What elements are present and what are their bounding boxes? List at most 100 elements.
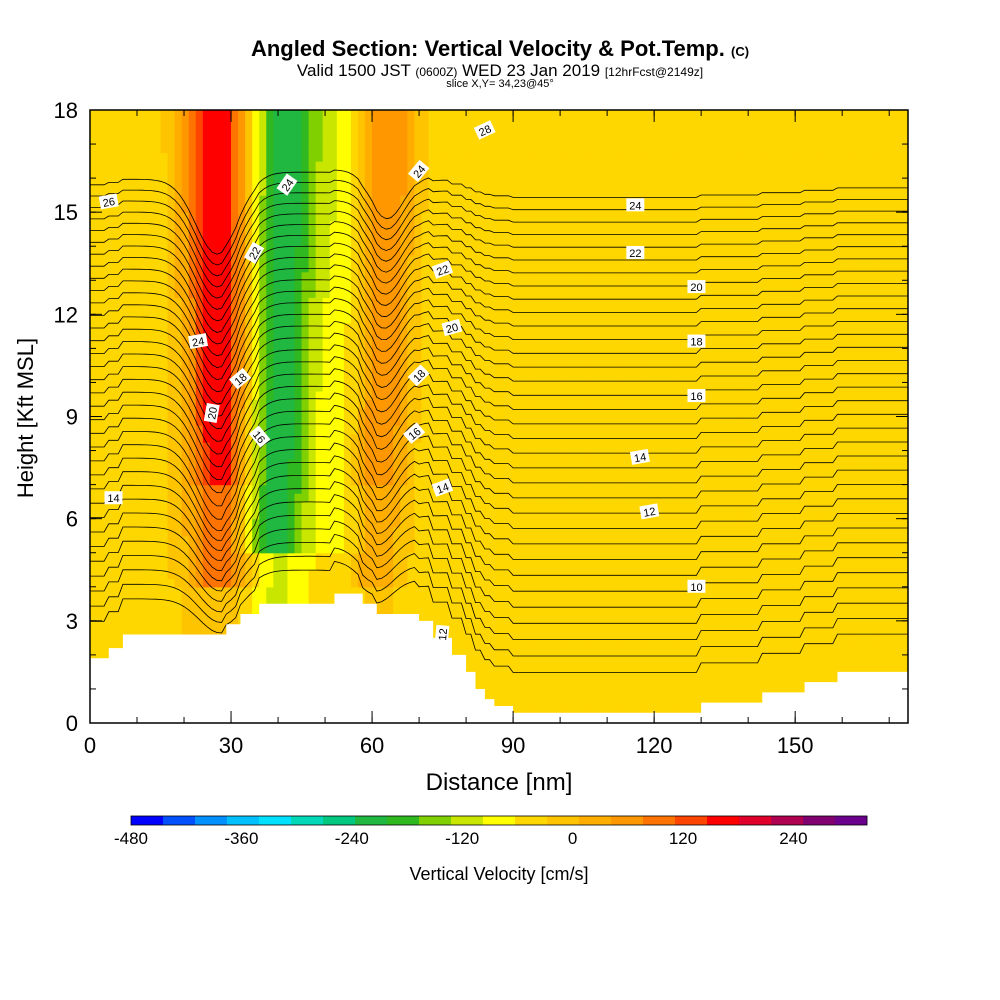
field-cell [470, 263, 479, 273]
field-cell [477, 135, 486, 145]
field-cell [132, 595, 140, 605]
field-cell [111, 297, 119, 307]
field-cell [252, 535, 260, 545]
field-cell [513, 578, 521, 588]
field-cell [280, 433, 289, 443]
field-cell [174, 569, 183, 579]
field-cell [287, 297, 296, 307]
field-cell [555, 237, 564, 247]
field-cell [273, 288, 281, 298]
field-cell [209, 339, 218, 349]
field-cell [534, 561, 542, 571]
field-cell [223, 339, 232, 349]
field-cell [499, 629, 507, 639]
field-cell [294, 314, 303, 324]
field-cell [442, 501, 451, 511]
field-cell [216, 518, 225, 528]
field-cell [266, 569, 274, 579]
field-cell [202, 433, 211, 443]
field-cell [548, 135, 557, 145]
field-cell [280, 365, 289, 375]
field-cell [350, 442, 359, 452]
field-cell [477, 169, 486, 179]
field-cell [174, 365, 183, 375]
field-cell [421, 425, 430, 435]
field-cell [442, 365, 451, 375]
field-cell [216, 586, 225, 596]
field-cell [231, 263, 239, 273]
field-cell [167, 493, 176, 503]
field-cell [499, 365, 507, 375]
field-cell [245, 586, 253, 596]
field-cell [569, 467, 578, 477]
field-cell [202, 484, 211, 494]
field-cell [506, 510, 514, 520]
field-cell [202, 203, 211, 213]
field-cell [506, 518, 514, 528]
field-cell [294, 552, 303, 562]
field-cell [527, 433, 535, 443]
field-cell [506, 459, 514, 469]
field-cell [266, 280, 274, 290]
field-cell [407, 442, 415, 452]
field-cell [125, 263, 133, 273]
field-cell [167, 178, 176, 188]
field-cell [308, 118, 317, 128]
field-cell [259, 390, 267, 401]
field-cell [569, 561, 578, 571]
field-cell [266, 390, 274, 401]
field-cell [456, 280, 465, 290]
field-cell [372, 169, 380, 179]
field-cell [174, 110, 183, 120]
field-cell [463, 348, 472, 358]
field-cell [329, 561, 338, 571]
field-cell [336, 450, 345, 460]
field-cell [195, 510, 204, 520]
field-cell [365, 186, 373, 196]
field-cell [329, 501, 338, 511]
field-cell [435, 561, 444, 571]
field-cell [372, 161, 380, 171]
field-cell [104, 280, 112, 290]
field-cell [393, 271, 401, 281]
field-cell [146, 152, 155, 162]
field-cell [555, 212, 564, 222]
field-cell [435, 433, 444, 443]
field-cell [513, 212, 521, 222]
field-cell [125, 501, 133, 511]
field-cell [393, 246, 401, 256]
field-cell [534, 450, 542, 460]
field-cell [484, 663, 493, 673]
field-cell [315, 493, 324, 503]
field-cell [294, 476, 303, 486]
field-cell [301, 535, 310, 545]
field-cell [484, 603, 493, 613]
field-cell [125, 356, 133, 367]
field-cell [499, 476, 507, 486]
field-cell [90, 493, 98, 503]
field-cell [350, 493, 359, 503]
field-cell [527, 152, 535, 162]
field-cell [273, 390, 281, 401]
field-cell [372, 476, 380, 486]
field-cell [216, 595, 225, 605]
field-cell [520, 144, 528, 154]
field-cell [548, 450, 557, 460]
field-cell [470, 220, 479, 230]
field-cell [463, 237, 472, 247]
field-cell [407, 127, 415, 137]
field-cell [287, 501, 296, 511]
field-cell [245, 212, 253, 222]
field-cell [104, 365, 112, 375]
field-cell [146, 527, 155, 537]
field-cell [153, 195, 162, 205]
field-cell [139, 493, 148, 503]
field-cell [372, 195, 380, 205]
field-cell [407, 152, 415, 162]
field-cell [393, 229, 401, 239]
field-cell [470, 646, 479, 656]
field-cell [541, 135, 549, 145]
field-cell [118, 195, 126, 205]
field-cell [329, 535, 338, 545]
field-cell [195, 433, 204, 443]
